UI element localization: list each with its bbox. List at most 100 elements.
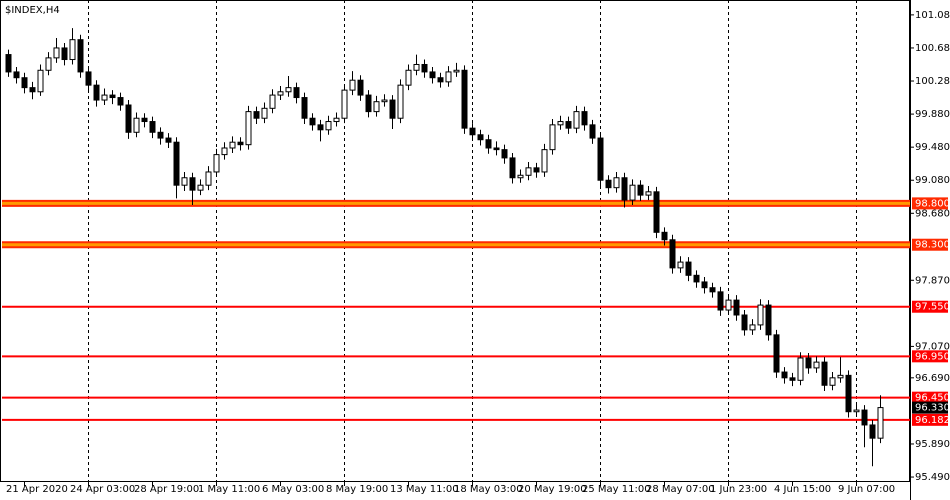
y-tick-label: 96.690: [915, 373, 950, 384]
level-label-bg: [912, 300, 948, 313]
candle-body: [61, 47, 68, 61]
candle-body: [317, 124, 324, 131]
candle-body: [813, 361, 820, 369]
level-label: 98.800: [915, 198, 950, 209]
candle-body: [533, 167, 540, 173]
price-label: 96.330: [915, 403, 950, 414]
candle-body: [333, 117, 340, 123]
candle-body: [797, 357, 804, 381]
candle-body: [637, 184, 644, 196]
x-tick-label: 8 May 19:00: [326, 484, 388, 495]
y-tick-label: 99.080: [915, 175, 950, 186]
candle-body: [45, 57, 52, 71]
candle-body: [741, 314, 748, 331]
candle-body: [341, 89, 348, 119]
candle-body: [773, 334, 780, 373]
candle-body: [621, 177, 628, 201]
x-tick-label: 28 Apr 19:00: [134, 484, 199, 495]
candle-body: [677, 261, 684, 269]
candle-body: [613, 177, 620, 189]
candle-body: [733, 299, 740, 316]
candle-body: [669, 239, 676, 269]
candle-body: [805, 357, 812, 369]
y-tick-label: 100.280: [915, 76, 950, 87]
candle-body: [269, 94, 276, 109]
candle-body: [181, 177, 188, 186]
x-tick-label: 6 May 03:00: [262, 484, 324, 495]
candle-body: [717, 291, 724, 311]
x-tick-label: 4 Jun 15:00: [774, 484, 831, 495]
candle-body: [301, 97, 308, 119]
candle-body: [437, 77, 444, 83]
candle-body: [501, 149, 508, 159]
candle-body: [77, 39, 84, 73]
candle-body: [861, 409, 868, 426]
y-tick-label: 100.680: [915, 43, 950, 54]
candle-body: [173, 141, 180, 186]
candle-body: [397, 84, 404, 119]
candle-body: [117, 97, 124, 106]
candle-body: [645, 191, 652, 196]
candle-body: [453, 69, 460, 73]
candle-body: [789, 377, 796, 381]
chart-title: $INDEX,H4: [5, 5, 60, 16]
candle-body: [29, 87, 36, 93]
candle-body: [853, 409, 860, 413]
candle-body: [421, 63, 428, 73]
level-label: 98.300: [915, 240, 950, 251]
candle-body: [509, 157, 516, 179]
candle-body: [701, 281, 708, 289]
y-tick-label: 99.880: [915, 109, 950, 120]
candle-body: [725, 299, 732, 311]
candle-body: [653, 191, 660, 233]
level-label-bg: [912, 413, 948, 426]
candle-body: [309, 117, 316, 126]
candle-body: [557, 121, 564, 126]
level-label-bg: [912, 350, 948, 363]
candle-body: [749, 324, 756, 331]
candle-body: [237, 141, 244, 146]
candle-body: [525, 167, 532, 176]
y-tick-label: 99.480: [915, 142, 950, 153]
candle-body: [205, 171, 212, 186]
candle-body: [429, 71, 436, 79]
candle-body: [5, 54, 12, 73]
price-label-bg: [912, 401, 948, 414]
x-tick-label: 9 Jun 07:00: [838, 484, 895, 495]
x-tick-label: 24 Apr 03:00: [70, 484, 135, 495]
candle-body: [541, 149, 548, 173]
x-tick-label: 25 May 11:00: [582, 484, 651, 495]
candle-body: [573, 111, 580, 129]
y-tick-label: 95.890: [915, 439, 950, 450]
candle-body: [213, 154, 220, 173]
candle-body: [21, 77, 28, 89]
candle-body: [461, 69, 468, 129]
candle-body: [133, 117, 140, 133]
x-tick-label: 21 Apr 2020: [6, 484, 68, 495]
candle-body: [565, 121, 572, 129]
candle-body: [517, 174, 524, 179]
candle-body: [781, 371, 788, 379]
candle-body: [197, 184, 204, 191]
candle-body: [589, 124, 596, 139]
level-label-bg: [912, 238, 948, 251]
candle-body: [381, 99, 388, 103]
candle-body: [493, 147, 500, 151]
candle-body: [373, 101, 380, 113]
candle-body: [349, 79, 356, 91]
candle-body: [157, 131, 164, 139]
candle-body: [53, 47, 60, 59]
candle-body: [357, 79, 364, 96]
x-tick-label: 20 May 19:00: [518, 484, 587, 495]
candle-body: [469, 127, 476, 136]
candle-body: [325, 121, 332, 131]
level-label: 96.950: [915, 351, 950, 362]
candle-body: [405, 69, 412, 86]
plot-frame: [0, 0, 910, 482]
candle-body: [245, 111, 252, 146]
candle-body: [661, 231, 668, 241]
candle-body: [413, 63, 420, 71]
candle-body: [165, 137, 172, 143]
